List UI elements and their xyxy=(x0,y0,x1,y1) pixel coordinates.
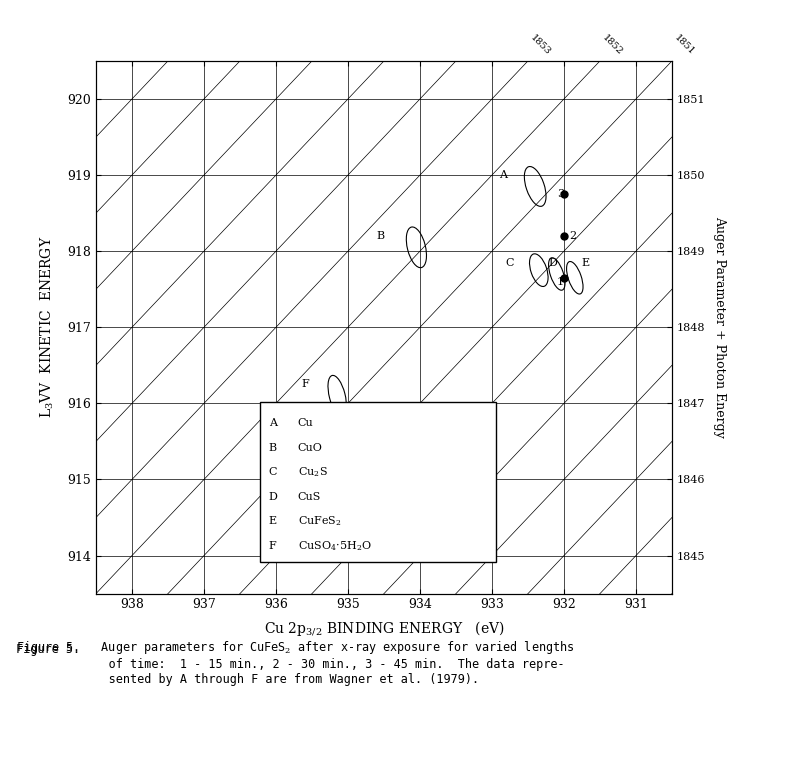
Text: Figure 5.   Auger parameters for CuFeS$_2$ after x-ray exposure for varied lengt: Figure 5. Auger parameters for CuFeS$_2$… xyxy=(16,639,574,686)
Text: D: D xyxy=(269,492,278,501)
Text: 3: 3 xyxy=(557,189,564,199)
Text: C: C xyxy=(269,467,278,477)
Text: 1: 1 xyxy=(557,276,564,287)
Text: D: D xyxy=(549,257,558,268)
Text: CuO: CuO xyxy=(298,443,322,453)
Text: E: E xyxy=(582,257,590,268)
Text: 1853: 1853 xyxy=(528,33,552,57)
Text: A: A xyxy=(269,418,277,428)
Bar xyxy=(260,402,496,562)
Text: E: E xyxy=(269,516,277,526)
Text: Cu: Cu xyxy=(298,418,314,428)
Text: CuS: CuS xyxy=(298,492,321,501)
Text: Cu$_2$S: Cu$_2$S xyxy=(298,465,327,479)
X-axis label: Cu 2p$_{3/2}$ BINDING ENERGY   (eV): Cu 2p$_{3/2}$ BINDING ENERGY (eV) xyxy=(264,619,504,638)
Text: CuFeS$_2$: CuFeS$_2$ xyxy=(298,514,342,528)
Text: B: B xyxy=(269,443,277,453)
Text: F: F xyxy=(269,540,277,551)
Y-axis label: Auger Parameter + Photon Energy: Auger Parameter + Photon Energy xyxy=(713,216,726,438)
Text: 2: 2 xyxy=(569,231,576,241)
Y-axis label: L$_3$VV  KINETIC  ENERGY: L$_3$VV KINETIC ENERGY xyxy=(38,236,56,419)
Text: A: A xyxy=(499,170,507,180)
Text: C: C xyxy=(506,257,514,268)
Text: 1852: 1852 xyxy=(600,33,624,57)
Text: F: F xyxy=(301,379,309,390)
Text: Figure 5.: Figure 5. xyxy=(16,643,80,656)
Text: 1851: 1851 xyxy=(672,33,696,57)
Text: B: B xyxy=(376,231,385,241)
Text: CuSO$_4$·5H$_2$O: CuSO$_4$·5H$_2$O xyxy=(298,539,371,552)
